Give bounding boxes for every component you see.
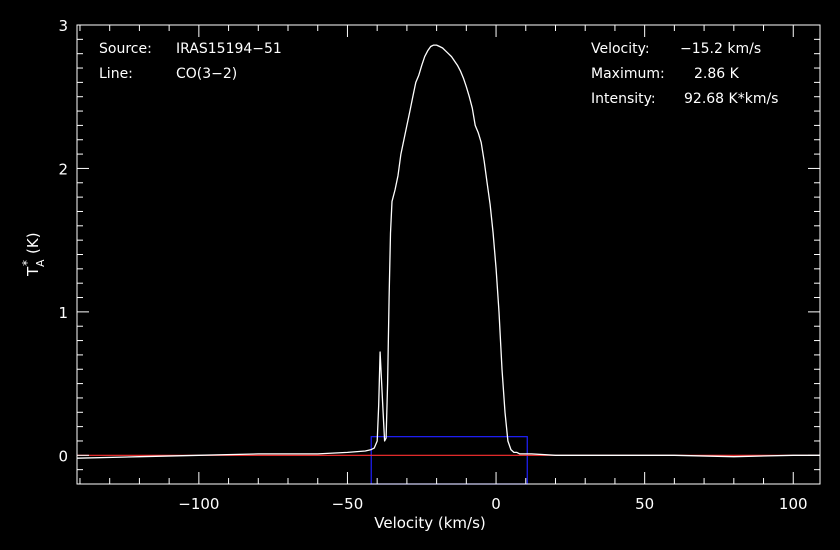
velocity-value: −15.2 km/s <box>680 41 761 57</box>
y-tick-label: 2 <box>58 160 68 178</box>
x-tick-label: −100 <box>178 495 219 513</box>
source-value: IRAS15194−51 <box>176 41 282 57</box>
velocity-label: Velocity: <box>591 41 650 57</box>
x-tick-label: 100 <box>779 495 808 513</box>
y-axis-label-main: T <box>24 266 42 277</box>
y-axis-label: T * A (K) <box>20 232 47 277</box>
y-axis-label-sup: * <box>20 260 34 266</box>
y-axis-label-unit: (K) <box>24 232 42 254</box>
plot-frame <box>76 24 821 485</box>
y-tick-label: 1 <box>58 304 68 322</box>
maximum-value: 2.86 K <box>694 66 740 82</box>
spectrum-series-line <box>76 44 820 459</box>
maximum-label: Maximum: <box>591 66 665 82</box>
x-tick-label: −50 <box>332 495 364 513</box>
ticks: −100 −50 0 50 100 0 1 2 3 <box>58 17 820 513</box>
x-tick-label: 0 <box>491 495 501 513</box>
y-tick-label: 0 <box>58 447 68 465</box>
y-tick-label: 3 <box>58 17 68 35</box>
line-label: Line: <box>99 66 133 82</box>
y-axis-label-sub: A <box>34 259 47 267</box>
source-label: Source: <box>99 41 152 57</box>
x-axis-label: Velocity (km/s) <box>374 514 485 532</box>
line-value: CO(3−2) <box>176 66 237 82</box>
x-tick-label: 50 <box>635 495 654 513</box>
intensity-value: 92.68 K*km/s <box>684 91 778 107</box>
intensity-label: Intensity: <box>591 91 656 107</box>
